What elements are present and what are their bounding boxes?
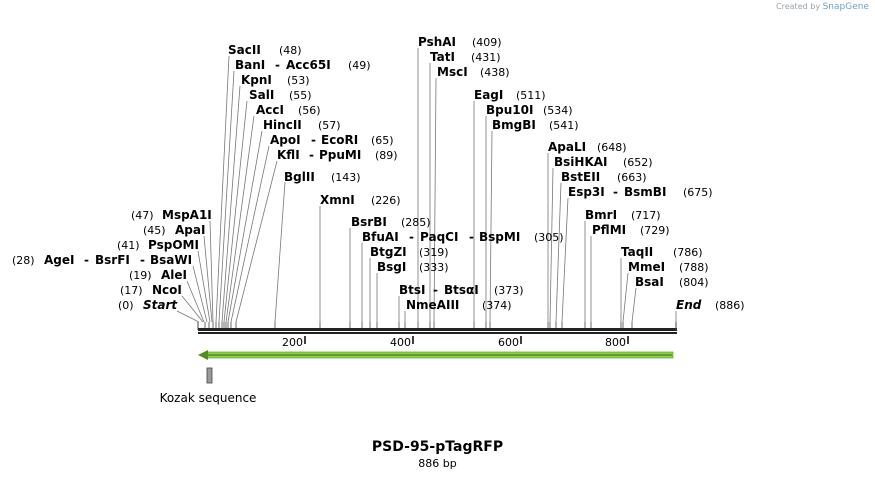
enzyme-site[interactable]: Bpu10I (534) — [486, 103, 573, 117]
enzyme-site[interactable]: NmeAIII (374) — [406, 298, 512, 312]
scale-ticks: 200 400 600 800 — [282, 336, 629, 349]
tick-label: 400 — [390, 336, 411, 349]
enzyme-site[interactable]: KflI - PpuMI (89) — [277, 148, 398, 162]
enzyme-site[interactable]: BanI - Acc65I (49) — [235, 58, 371, 72]
arrow-left-icon — [198, 350, 208, 360]
enzyme-site[interactable]: TaqII (786) — [621, 245, 703, 259]
enzyme-site[interactable]: (45) ApaI — [143, 223, 205, 237]
enzyme-site[interactable]: BmrI (717) — [585, 208, 661, 222]
start-label: Start — [143, 298, 178, 312]
kozak-feature-box[interactable] — [206, 367, 213, 384]
enzyme-site[interactable]: TatI (431) — [430, 50, 501, 64]
end-position: (886) — [715, 299, 745, 312]
enzyme-site[interactable]: BmgBI (541) — [492, 118, 579, 132]
enzyme-site[interactable]: ApoI - EcoRI (65) — [270, 133, 394, 147]
enzyme-site[interactable]: BglII (143) — [284, 170, 361, 184]
enzyme-site[interactable]: MmeI (788) — [628, 260, 709, 274]
enzyme-site[interactable]: SalI (55) — [249, 88, 312, 102]
tick-label: 200 — [282, 336, 303, 349]
feature-label: Kozak sequence — [160, 391, 257, 405]
enzyme-site[interactable]: XmnI (226) — [320, 193, 401, 207]
tick-label: 600 — [498, 336, 519, 349]
enzyme-site[interactable]: BsrBI (285) — [351, 215, 431, 229]
tick-label: 800 — [605, 336, 626, 349]
enzyme-site[interactable]: (28) AgeI - BsrFI - BsaWI — [12, 253, 192, 267]
start-position: (0) — [118, 299, 134, 312]
enzyme-site[interactable]: EagI (511) — [474, 88, 546, 102]
enzyme-site[interactable]: PflMI (729) — [592, 223, 670, 237]
enzyme-site[interactable]: BfuAI - PaqCI - BspMI (305) — [362, 230, 564, 244]
enzyme-site[interactable]: AccI (56) — [256, 103, 321, 117]
feature-arrow — [198, 350, 674, 360]
enzyme-site[interactable]: (17) NcoI — [120, 283, 182, 297]
enzyme-labels-left: (47) MspA1I (45) ApaI (41) PspOMI (28) AgeI -… — [12, 208, 212, 297]
end-label: End — [676, 298, 702, 312]
enzyme-site[interactable]: KpnI (53) — [241, 73, 310, 87]
enzyme-site[interactable]: BsgI (333) — [377, 260, 449, 274]
snapgene-logo: SnapGene — [822, 2, 869, 12]
enzyme-site[interactable]: BsiHKAI (652) — [554, 155, 653, 169]
credit-prefix: Created by — [776, 2, 821, 11]
enzyme-site[interactable]: BtsI - BtsαI (373) — [399, 283, 524, 297]
enzyme-site[interactable]: BsaI (804) — [635, 275, 709, 289]
enzyme-site[interactable]: (41) PspOMI — [117, 238, 199, 252]
enzyme-site[interactable]: MscI (438) — [437, 65, 510, 79]
enzyme-site[interactable]: ApaLI (648) — [548, 140, 627, 154]
enzyme-site[interactable]: (47) MspA1I — [131, 208, 212, 222]
enzyme-site[interactable]: BtgZI (319) — [370, 245, 449, 259]
enzyme-site[interactable]: Esp3I - BsmBI (675) — [568, 185, 713, 199]
plasmid-name: PSD-95-pTagRFP — [371, 439, 504, 455]
enzyme-labels-right: SacII (48) BanI - Acc65I (49) KpnI (53) SalI(… — [228, 35, 713, 312]
plasmid-length: 886 bp — [418, 457, 457, 470]
enzyme-site[interactable]: PshAI (409) — [418, 35, 502, 49]
enzyme-site[interactable]: BstEII (663) — [561, 170, 647, 184]
enzyme-site[interactable]: SacII (48) — [228, 43, 302, 57]
leader-lines — [176, 48, 677, 323]
snapgene-credit: Created by SnapGene — [776, 2, 869, 12]
dna-backbone — [197, 322, 677, 334]
enzyme-site[interactable]: (19) AleI — [129, 268, 187, 282]
enzyme-site[interactable]: HincII (57) — [263, 118, 341, 132]
